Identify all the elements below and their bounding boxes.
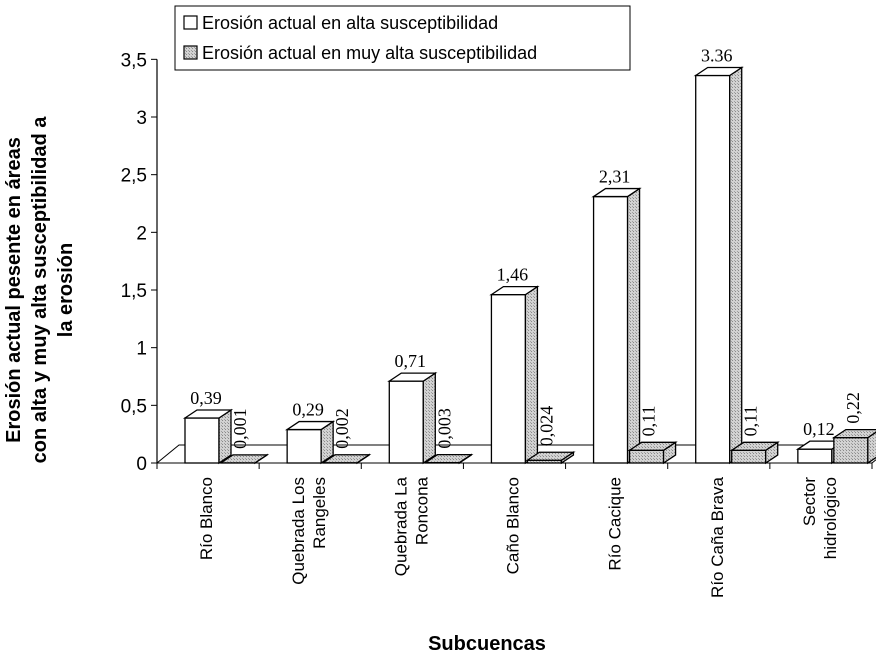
- y-tick-label: 1: [136, 339, 147, 360]
- y-tick-label: 3: [136, 108, 147, 129]
- data-label-series-2: 0,003: [434, 408, 454, 449]
- data-label-series-1: 0,71: [395, 351, 427, 371]
- bar-series-2: [320, 453, 372, 465]
- legend-box: [174, 5, 631, 71]
- bar-series-1: [284, 420, 336, 465]
- y-axis-title: Erosión actual pesente en áreas con alta …: [3, 116, 77, 464]
- bar-series-1: [591, 187, 642, 465]
- y-tick-label: 3,5: [121, 50, 147, 71]
- data-label-series-2: 0,001: [230, 408, 250, 449]
- legend-swatch: [183, 15, 198, 30]
- data-label-series-2: 0,024: [536, 406, 556, 447]
- x-category-label: Sector hidrológico: [800, 477, 840, 560]
- y-tick-label: 2: [136, 223, 147, 244]
- x-category-label: Quebrada La Roncona: [391, 476, 431, 576]
- bar-series-2: [627, 441, 678, 465]
- x-category-label: Quebrada Los Rangeles: [289, 477, 329, 585]
- bar-series-2: [218, 453, 270, 465]
- bar-series-1: [693, 66, 744, 465]
- bar-series-2: [525, 451, 576, 465]
- x-category-label: Río Blanco: [197, 477, 216, 560]
- data-label-series-1: 0,29: [292, 400, 324, 420]
- legend: Erosión actual en alta susceptibilidad Er…: [174, 5, 631, 71]
- data-label-series-1: 0,39: [190, 388, 222, 408]
- legend-swatch: [183, 45, 198, 60]
- bar-series-2: [831, 428, 876, 465]
- x-category-label: Río Caña Brava: [708, 476, 727, 597]
- bar-series-2: [729, 441, 780, 465]
- data-label-series-2: 0,11: [741, 405, 761, 436]
- bar-series-1: [182, 408, 234, 465]
- y-axis-ticks: 0 0,5 1 1,5 2 2,5 3 3,5: [121, 50, 157, 475]
- data-label-series-2: 0,002: [332, 408, 352, 449]
- legend-label: Erosión actual en alta susceptibilidad: [202, 13, 498, 33]
- bar-series-2: [423, 453, 474, 465]
- data-label-series-1: 2,31: [599, 167, 631, 187]
- plot-area: 0,39 0,001 0,29 0,002 0,71 0,003 1,46 0,024 2,31…: [155, 45, 876, 469]
- bar-series-1: [489, 285, 540, 465]
- bar-series-1: [387, 371, 438, 465]
- data-label-series-1: 0,12: [803, 419, 835, 439]
- data-label-series-1: 1,46: [497, 265, 529, 285]
- x-axis-category-labels: Río Blanco Quebrada Los Rangeles Quebrada L…: [197, 476, 840, 597]
- y-tick-label: 2,5: [121, 166, 147, 187]
- x-category-label: Río Cacique: [606, 477, 625, 571]
- data-label-series-1: 3.36: [701, 45, 733, 65]
- data-label-series-2: 0,22: [843, 392, 863, 424]
- data-label-series-2: 0,11: [639, 405, 659, 436]
- y-tick-label: 0,5: [121, 396, 147, 417]
- legend-label: Erosión actual en muy alta susceptibilid…: [202, 43, 537, 63]
- y-tick-label: 0: [136, 454, 147, 475]
- x-axis-title: Subcuencas: [428, 633, 546, 655]
- y-tick-label: 1,5: [121, 281, 147, 302]
- x-category-label: Caño Blanco: [504, 477, 523, 574]
